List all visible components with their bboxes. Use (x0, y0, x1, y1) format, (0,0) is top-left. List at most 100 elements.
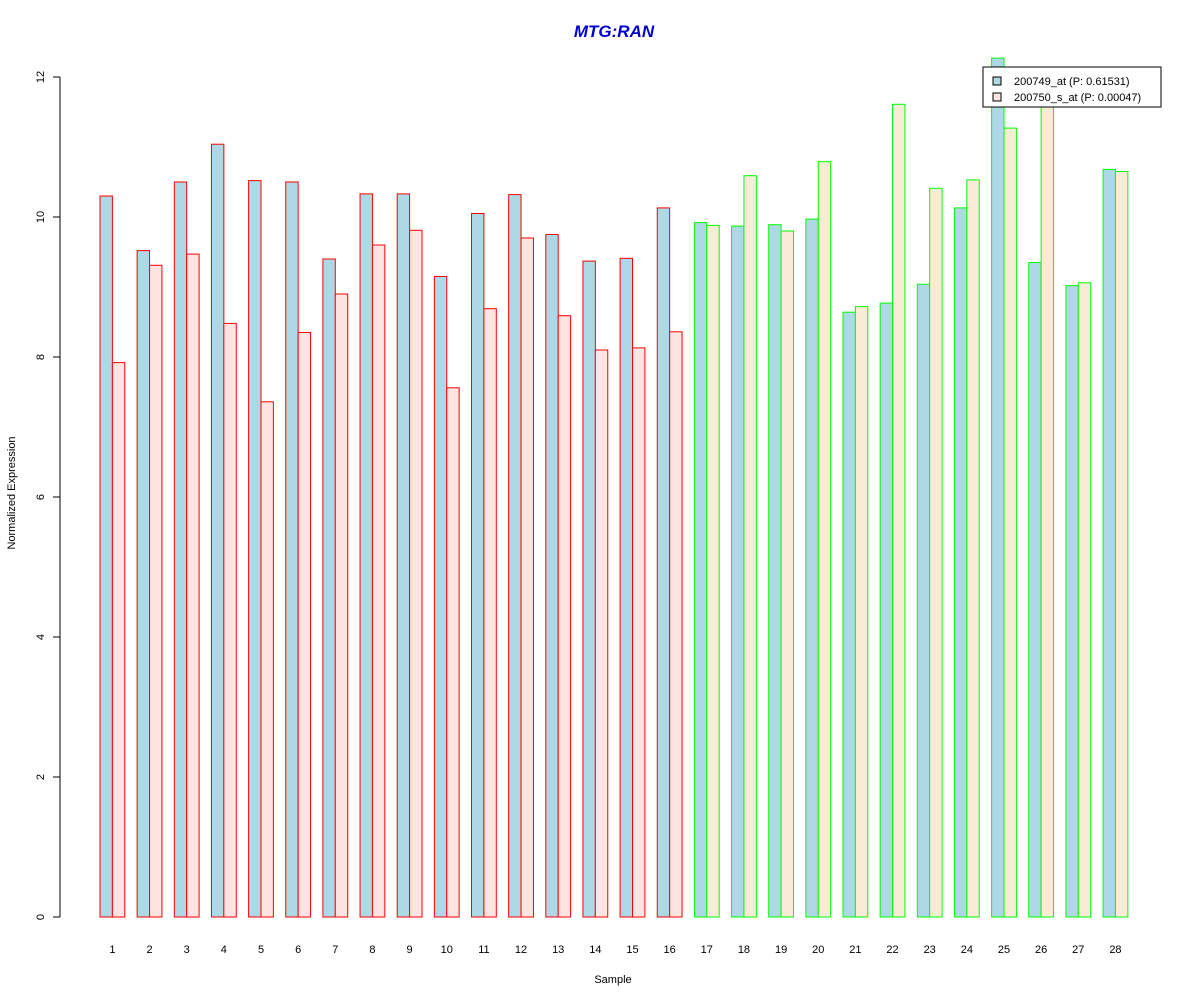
x-tick-label: 14 (589, 944, 601, 956)
bar-200749-at (1065, 285, 1079, 918)
bar-200750-s-at (780, 230, 794, 918)
bar-200749-at (619, 257, 633, 918)
bar-200750-s-at (111, 362, 126, 918)
bar-200750-s-at (669, 331, 683, 918)
y-tick-label: 10 (35, 211, 47, 223)
bar-200749-at (248, 180, 262, 918)
bar-200749-at (471, 213, 485, 918)
x-tick-label: 4 (221, 944, 227, 956)
x-tick-label: 8 (369, 944, 375, 956)
bar-200749-at (1028, 262, 1042, 918)
chart-title: MTG:RAN (574, 22, 655, 41)
bar-200750-s-at (854, 306, 869, 918)
x-tick-label: 24 (961, 944, 973, 956)
bar-200749-at (879, 302, 894, 918)
bar-200749-at (322, 258, 336, 918)
x-tick-label: 5 (258, 944, 264, 956)
bar-200750-s-at (371, 244, 386, 918)
x-tick-label: 16 (664, 944, 676, 956)
bar-200750-s-at (149, 264, 163, 918)
x-tick-label: 1 (109, 944, 115, 956)
bar-200750-s-at (706, 224, 720, 918)
x-tick-label: 6 (295, 944, 301, 956)
bar-200750-s-at (929, 187, 943, 918)
x-tick-label: 10 (441, 944, 453, 956)
bar-200749-at (285, 181, 299, 918)
x-tick-label: 23 (924, 944, 936, 956)
y-tick-label: 4 (35, 634, 47, 640)
bar-200749-at (805, 218, 819, 918)
x-tick-label: 11 (478, 944, 489, 956)
legend-swatch (992, 92, 1002, 102)
x-tick-label: 12 (515, 944, 527, 956)
y-tick-label: 0 (35, 914, 47, 920)
x-tick-labels: 1 2 3 4 5 6 7 8 9 10 11 12 13 14 15 16 17 18 19 20 21 22 23 24 2… (109, 944, 1121, 956)
legend-label: 200749_at (P: 0.61531) (1014, 76, 1130, 88)
x-tick-label: 17 (701, 944, 713, 956)
legend: 200749_at (P: 0.61531) 200750_s_at (P: 0.… (982, 66, 1162, 108)
x-tick-label: 20 (812, 944, 824, 956)
y-axis: 0 2 4 6 8 10 12 (35, 71, 61, 920)
x-axis-label: Sample (594, 974, 631, 986)
bar-200749-at (991, 57, 1005, 918)
x-tick-label: 13 (552, 944, 564, 956)
legend-swatch (992, 76, 1002, 86)
bar-200750-s-at (594, 349, 609, 918)
x-tick-label: 2 (146, 944, 152, 956)
bars-group (99, 57, 1129, 918)
bar-200749-at (953, 207, 968, 918)
bar-200750-s-at (334, 293, 349, 918)
y-tick-label: 8 (35, 354, 47, 360)
legend-label: 200750_s_at (P: 0.00047) (1014, 92, 1141, 104)
bar-200750-s-at (297, 332, 312, 918)
bar-200749-at (1102, 168, 1116, 918)
bar-200750-s-at (186, 253, 200, 918)
x-tick-label: 9 (407, 944, 413, 956)
y-tick-label: 12 (35, 71, 47, 83)
bar-200750-s-at (409, 229, 423, 918)
bar-200749-at (210, 143, 225, 918)
bar-200749-at (545, 234, 559, 918)
bar-200749-at (656, 207, 671, 918)
x-tick-label: 21 (849, 944, 861, 956)
bar-200749-at (693, 222, 708, 918)
bar-200750-s-at (632, 347, 646, 918)
bar-200750-s-at (743, 175, 757, 918)
bar-200750-s-at (520, 237, 534, 918)
x-tick-label: 19 (775, 944, 787, 956)
x-tick-label: 15 (626, 944, 638, 956)
bar-200749-at (768, 224, 782, 918)
bar-200749-at (508, 194, 522, 918)
bar-200749-at (396, 193, 411, 918)
bar-200750-s-at (1040, 104, 1055, 918)
bar-200749-at (582, 260, 596, 918)
x-tick-label: 22 (886, 944, 898, 956)
x-tick-label: 3 (184, 944, 190, 956)
bar-200750-s-at (1003, 127, 1017, 918)
bar-200749-at (359, 193, 373, 918)
bar-200750-s-at (1077, 282, 1092, 918)
x-tick-label: 7 (332, 944, 338, 956)
bar-200749-at (433, 276, 448, 918)
bar-200749-at (173, 181, 188, 918)
bar-200750-s-at (1114, 171, 1129, 918)
y-axis-label: Normalized Expression (6, 436, 18, 549)
bar-200750-s-at (892, 103, 906, 918)
y-tick-label: 6 (35, 494, 47, 500)
bar-200750-s-at (223, 322, 237, 918)
x-tick-label: 18 (738, 944, 750, 956)
legend-box (982, 66, 1162, 108)
x-tick-label: 28 (1109, 944, 1121, 956)
bar-200750-s-at (260, 401, 274, 918)
x-tick-label: 26 (1035, 944, 1047, 956)
bar-200749-at (136, 250, 151, 918)
bar-200750-s-at (817, 161, 832, 918)
y-tick-label: 2 (35, 774, 47, 780)
x-tick-label: 25 (998, 944, 1010, 956)
bar-200749-at (916, 283, 931, 918)
bar-200749-at (99, 195, 113, 918)
bar-200750-s-at (966, 179, 980, 918)
bar-200750-s-at (483, 308, 497, 918)
